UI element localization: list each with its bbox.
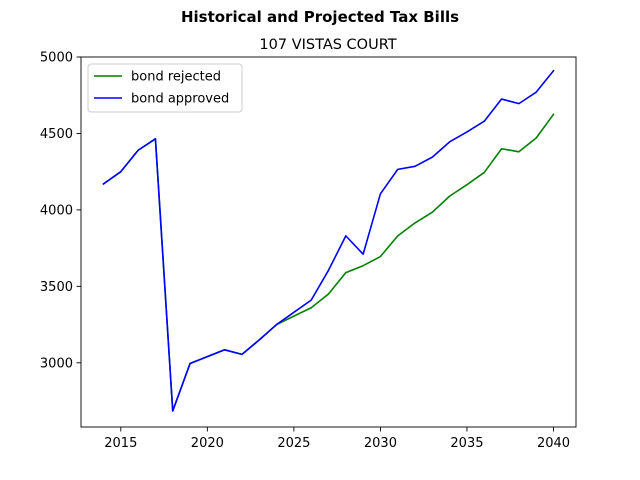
axes-layer: 2015 2020 2025 2030 2035 2040 3000 3500 4000 4500… [40, 51, 577, 451]
plot-background [81, 57, 576, 427]
x-tick-label: 2020 [191, 436, 224, 451]
y-tick-label: 5000 [40, 51, 73, 66]
y-tick-label: 3500 [40, 280, 73, 295]
x-tick-label: 2040 [537, 436, 570, 451]
series-line-1 [102, 69, 555, 412]
x-tick-label: 2025 [277, 436, 310, 451]
x-tick-label: 2030 [364, 436, 397, 451]
series-layer [102, 69, 555, 412]
chart-suptitle: Historical and Projected Tax Bills [181, 8, 459, 26]
y-tick-label: 4000 [40, 203, 73, 218]
y-tick-label: 4500 [40, 127, 73, 142]
y-tick-label: 3000 [40, 356, 73, 371]
legend: bond rejected bond approved [87, 63, 243, 113]
axes-frame [80, 56, 577, 428]
x-tick-label: 2035 [450, 436, 483, 451]
legend-label-1: bond approved [131, 92, 229, 107]
chart-title: 107 VISTAS COURT [259, 37, 396, 53]
legend-label-0: bond rejected [131, 70, 221, 85]
x-tick-label: 2015 [104, 436, 137, 451]
plot-area [81, 57, 576, 427]
legend-box [87, 63, 243, 113]
